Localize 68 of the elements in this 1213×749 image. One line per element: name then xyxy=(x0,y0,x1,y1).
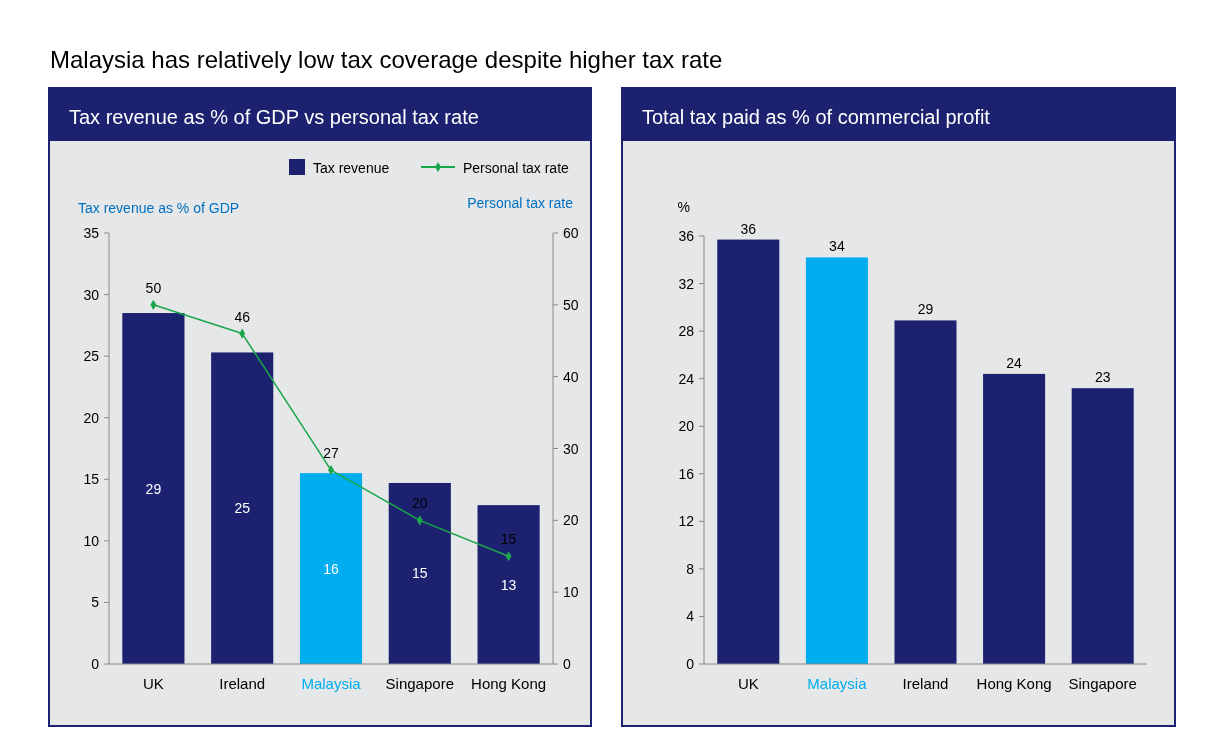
x-tick-label: Hong Kong xyxy=(976,675,1052,692)
bar xyxy=(983,373,1046,664)
data-label: 23 xyxy=(1094,369,1111,386)
bar xyxy=(388,482,451,664)
y-tick-label: 28 xyxy=(678,323,695,340)
y2-tick-label: 0 xyxy=(563,656,571,672)
data-label: 25 xyxy=(234,500,251,517)
data-label: 27 xyxy=(323,445,339,462)
data-label: 34 xyxy=(829,238,845,255)
bar xyxy=(805,257,868,664)
chart-title: Total tax paid as % of commercial profit xyxy=(642,106,991,128)
y-tick-label: 8 xyxy=(686,560,695,577)
y2-tick-label: 50 xyxy=(563,296,579,313)
data-label: 15 xyxy=(412,565,428,582)
y-tick-label: 36 xyxy=(678,228,695,244)
y-tick-label: 20 xyxy=(83,409,100,426)
y-axis-title: Tax revenue as % of GDP xyxy=(78,200,240,216)
bar xyxy=(299,473,363,664)
x-tick-label: Singapore xyxy=(385,675,454,692)
legend-label: Personal tax rate xyxy=(463,160,570,176)
bar xyxy=(122,313,185,664)
data-label: 29 xyxy=(145,480,162,497)
y-axis-title: % xyxy=(677,199,690,215)
legend-label: Tax revenue xyxy=(313,160,390,176)
x-tick-label: UK xyxy=(737,675,759,692)
x-tick-label: Malaysia xyxy=(807,675,868,692)
bar xyxy=(1071,388,1134,664)
y-tick-label: 25 xyxy=(83,348,100,365)
bar xyxy=(894,320,957,664)
x-tick-label: Ireland xyxy=(902,675,949,692)
y-tick-label: 30 xyxy=(83,286,100,303)
data-label: 20 xyxy=(412,495,428,512)
y2-tick-label: 10 xyxy=(563,584,579,601)
y-tick-label: 0 xyxy=(686,656,695,672)
data-label: 24 xyxy=(1006,354,1023,371)
y2-axis-title: Personal tax rate xyxy=(467,195,574,211)
data-label: 46 xyxy=(234,308,251,325)
x-tick-label: UK xyxy=(142,675,164,692)
data-label: 13 xyxy=(500,576,517,593)
y-tick-label: 16 xyxy=(678,465,695,482)
y2-tick-label: 40 xyxy=(563,368,579,385)
bar xyxy=(211,352,274,664)
bar xyxy=(717,239,780,664)
x-tick-label: Hong Kong xyxy=(471,675,547,692)
y-tick-label: 32 xyxy=(678,275,695,292)
x-tick-label: Singapore xyxy=(1068,675,1137,692)
data-label: 50 xyxy=(145,279,162,296)
y2-tick-label: 20 xyxy=(563,512,579,529)
y-tick-label: 20 xyxy=(678,418,695,435)
data-label: 36 xyxy=(740,220,757,237)
y2-tick-label: 60 xyxy=(563,225,579,241)
y-tick-label: 4 xyxy=(686,608,695,625)
y-tick-label: 35 xyxy=(83,225,100,241)
x-tick-label: Malaysia xyxy=(301,675,362,692)
data-label: 16 xyxy=(323,560,339,577)
text: Malaysia has relatively low tax coverage despite higher tax rate xyxy=(50,46,723,73)
y2-tick-label: 30 xyxy=(563,440,579,457)
x-tick-label: Ireland xyxy=(219,675,266,692)
y-tick-label: 24 xyxy=(678,370,695,387)
bar xyxy=(477,505,540,664)
data-label: 15 xyxy=(500,531,517,548)
y-tick-label: 12 xyxy=(678,513,695,530)
chart-title: Tax revenue as % of GDP vs personal tax rate xyxy=(69,106,479,128)
y-tick-label: 0 xyxy=(91,656,100,672)
y-tick-label: 10 xyxy=(83,532,100,549)
y-tick-label: 5 xyxy=(91,594,100,611)
data-label: 29 xyxy=(917,301,934,318)
y-tick-label: 15 xyxy=(83,471,100,488)
